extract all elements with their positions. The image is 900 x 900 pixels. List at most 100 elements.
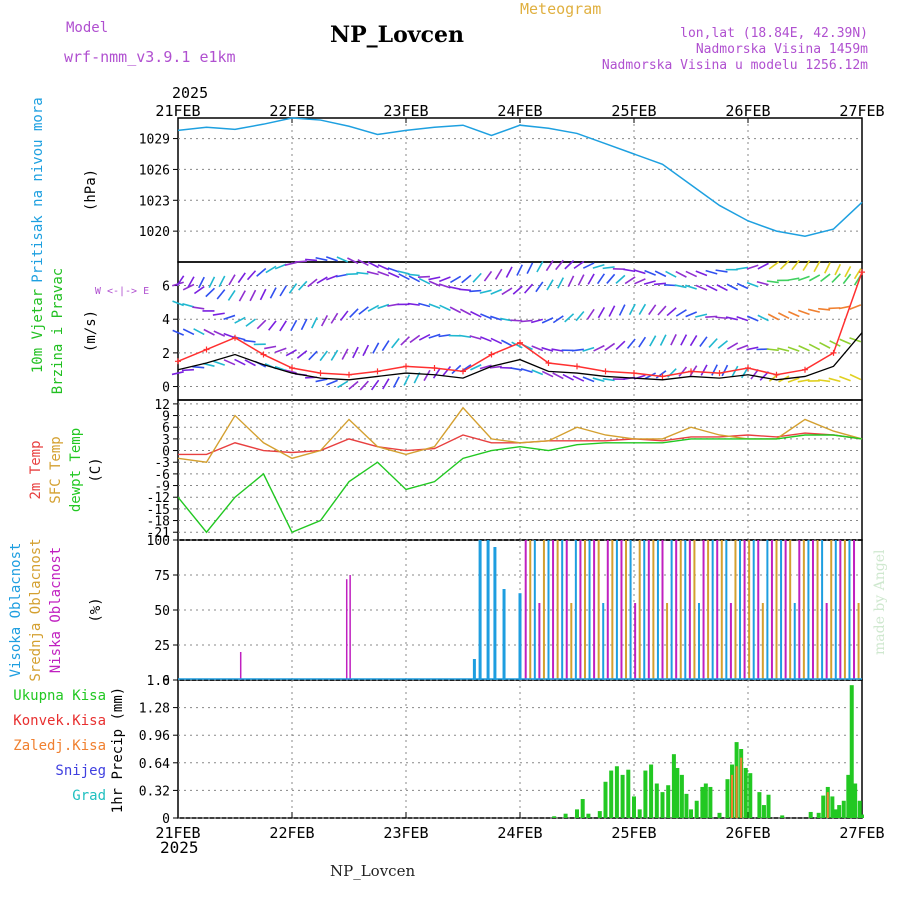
wind-arrow [820, 273, 831, 283]
wind-arrow [274, 263, 287, 270]
wind-arrow [818, 307, 831, 311]
wind-arrow [470, 310, 482, 318]
wind-arrow [501, 287, 513, 296]
cloud-bar [848, 540, 851, 680]
wind-arrow [472, 272, 482, 283]
day-label-bottom: 24FEB [497, 824, 542, 842]
cloud-bar [602, 603, 605, 680]
wind-arrow [615, 274, 626, 284]
temperature-ytick-label: -18 [147, 515, 170, 530]
wind-gust-marker [574, 363, 580, 370]
wind-arrow [418, 302, 431, 308]
cloud-bar [830, 540, 833, 680]
wind-gust-marker [374, 368, 381, 375]
wind-arrow [182, 302, 195, 308]
year-bottom-label: 2025 [160, 838, 199, 857]
wind-arrow [695, 270, 708, 277]
wind-gust-marker [659, 373, 666, 380]
tsfc-ylabel: SFC Temp [48, 436, 64, 503]
wind-arrow [288, 283, 298, 294]
wind-arrow [711, 364, 718, 376]
cloud-bar [739, 540, 742, 680]
wind-arrow [370, 379, 380, 391]
day-label-bottom: 23FEB [383, 824, 428, 842]
cloud-bar [547, 540, 550, 680]
wind-arrow [387, 267, 400, 273]
wind-unit: (m/s) [83, 310, 99, 352]
temperature-ytick-label: -15 [147, 503, 170, 518]
wind-arrow [381, 340, 390, 352]
wind-arrow [853, 268, 862, 280]
wind-arrow [223, 314, 236, 320]
wind-arrow [839, 338, 851, 345]
wind-arrow [172, 329, 185, 336]
wind-arrow [510, 319, 523, 322]
precip-bar [849, 685, 854, 818]
wind-arrow [819, 341, 831, 349]
cloud-bar [611, 540, 614, 680]
wind-arrow [387, 271, 400, 279]
wind-arrow [618, 304, 626, 316]
wind-arrow [628, 303, 636, 316]
wind-arrow [392, 376, 400, 388]
wind-arrow [469, 289, 482, 293]
cloud-bar [533, 540, 536, 680]
day-label-top: 27FEB [839, 102, 884, 120]
wind-arrow [256, 267, 267, 277]
wind-arrow [552, 315, 564, 324]
wind-arrow [490, 288, 503, 295]
precip-bar [717, 812, 722, 818]
wind-arrow [451, 364, 462, 375]
wind-gust-marker [431, 365, 438, 372]
wind-arrow [708, 338, 718, 348]
wind-arrow [187, 276, 195, 288]
cloud-bar [748, 540, 751, 680]
precip-bar [666, 785, 671, 818]
wind-arrow [798, 345, 810, 352]
wind-arrow [564, 260, 575, 270]
wind-arrow [307, 278, 318, 288]
wind-arrow [294, 260, 307, 263]
cloud-bar [579, 540, 582, 680]
wind-arrow [715, 269, 728, 273]
wind-gust-marker [545, 359, 552, 366]
cloud-bar [542, 540, 545, 680]
precip-bar [725, 779, 730, 818]
precip-bar [853, 783, 858, 818]
precip-bar [780, 815, 785, 818]
wind-arrow [352, 346, 359, 359]
wind-arrow [623, 268, 636, 273]
wind-arrow [439, 304, 451, 312]
temperature-frame [177, 399, 863, 541]
wind-arrow [746, 346, 759, 351]
temperature-ytick-label: 3 [162, 433, 170, 448]
precip-conv-bar [826, 792, 829, 818]
wind-arrow [797, 378, 810, 383]
wind-arrow [526, 262, 534, 274]
wind-arrow [582, 376, 595, 383]
cloud-bar [615, 540, 618, 680]
cloud-ytick-label: 25 [154, 639, 170, 654]
cloud-bar [679, 540, 682, 680]
wind-gust-marker [175, 358, 181, 365]
wind-arrow [685, 311, 698, 318]
cloud-ytick-label: 0 [162, 674, 170, 689]
wind-arrow [428, 276, 441, 281]
elevation-label: Nadmorska Visina 1459m [695, 42, 868, 57]
precip-bar [708, 786, 713, 818]
wind-gust-marker [232, 334, 238, 341]
cloud-bar [638, 540, 641, 680]
wind-arrow [407, 302, 420, 306]
wind-arrow [657, 305, 667, 316]
precip-bar [860, 814, 864, 818]
precip-ytick-label: 0 [162, 812, 170, 827]
wind-arrow [256, 319, 267, 330]
wind-arrow [398, 273, 410, 281]
wind-arrow [510, 367, 523, 371]
wind-gust-marker [716, 370, 723, 377]
cloud-bar [834, 540, 837, 680]
temperature-ytick-label: 12 [154, 398, 170, 413]
wind-arrow [305, 258, 318, 262]
precip-bar [637, 809, 642, 818]
wind-compass: W <-|-> E [95, 286, 149, 297]
